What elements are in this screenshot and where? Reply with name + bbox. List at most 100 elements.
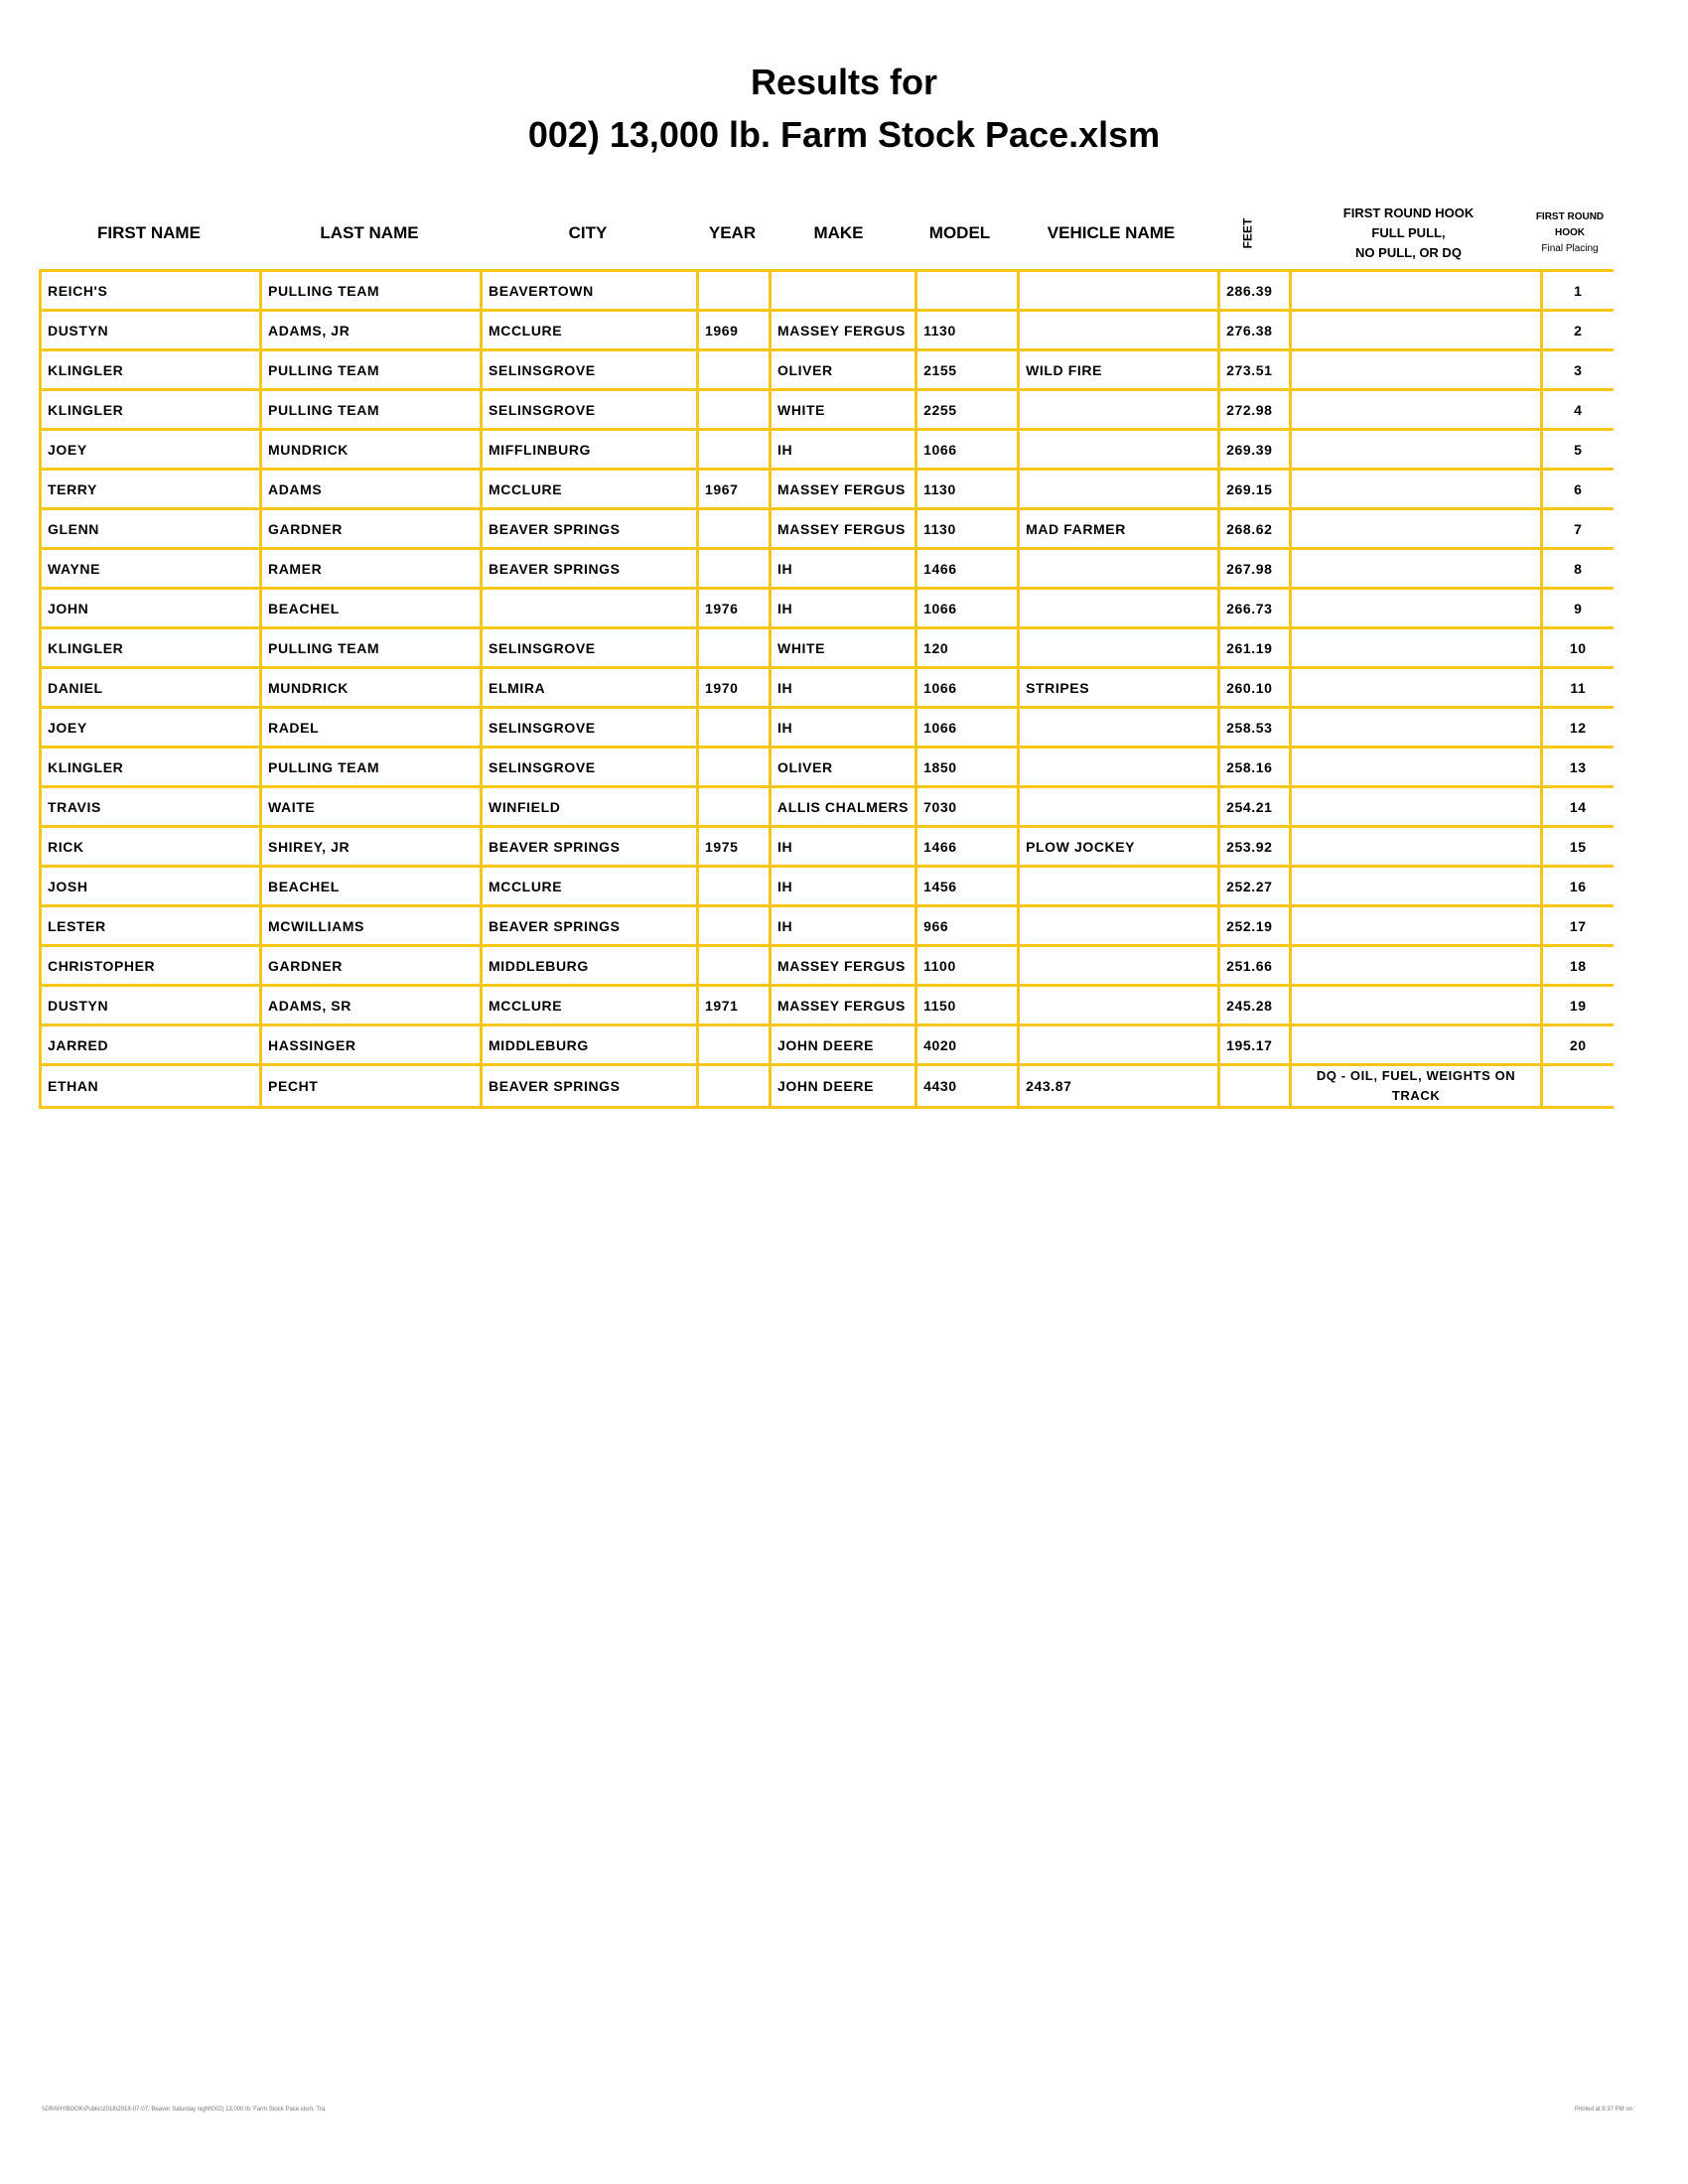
cell-feet: 252.19 (1217, 904, 1293, 947)
table-row: TERRY ADAMS MCCLURE 1967 MASSEY FERGUS 1130 26… (39, 468, 1614, 510)
cell-feet: 258.16 (1217, 746, 1293, 788)
cell-last-name: SHIREY, JR (259, 825, 483, 868)
cell-vehicle-name (1017, 1024, 1221, 1066)
cell-first-name: LESTER (39, 904, 262, 947)
table-row: GLENN GARDNER BEAVER SPRINGS MASSEY FERGUS 1… (39, 507, 1614, 550)
cell-vehicle-name: PLOW JOCKEY (1017, 825, 1221, 868)
cell-hook-result (1289, 1024, 1544, 1066)
cell-city: WINFIELD (480, 785, 699, 828)
cell-model: 2155 (914, 348, 1021, 391)
cell-vehicle-name (1017, 865, 1221, 907)
cell-year (696, 785, 772, 828)
cell-last-name: HASSINGER (259, 1024, 483, 1066)
cell-feet: 269.39 (1217, 428, 1293, 471)
table-row: DUSTYN ADAMS, SR MCCLURE 1971 MASSEY FERGUS 1… (39, 984, 1614, 1026)
cell-placing: 1 (1540, 269, 1614, 312)
header-hook-line2: FULL PULL, (1371, 225, 1446, 240)
cell-make: IH (768, 825, 918, 868)
header-year: YEAR (708, 223, 757, 242)
cell-make: IH (768, 428, 918, 471)
header-feet-text: FEET (1239, 217, 1254, 249)
cell-placing: 13 (1540, 746, 1614, 788)
cell-first-name: KLINGLER (39, 626, 262, 669)
cell-first-name: TERRY (39, 468, 262, 510)
cell-make: MASSEY FERGUS (768, 507, 918, 550)
cell-year (696, 348, 772, 391)
cell-city: SELINSGROVE (480, 746, 699, 788)
cell-model: 1066 (914, 428, 1021, 471)
cell-last-name: PULLING TEAM (259, 269, 483, 312)
cell-city: BEAVER SPRINGS (480, 507, 699, 550)
header-placing-line3: Final Placing (1541, 243, 1599, 254)
cell-make: MASSEY FERGUS (768, 944, 918, 987)
cell-vehicle-name (1017, 626, 1221, 669)
table-row: KLINGLER PULLING TEAM SELINSGROVE WHITE 2255… (39, 388, 1614, 431)
cell-vehicle-name: 243.87 (1017, 1063, 1221, 1109)
cell-hook-result (1289, 468, 1544, 510)
cell-city: BEAVER SPRINGS (480, 547, 699, 590)
table-row: TRAVIS WAITE WINFIELD ALLIS CHALMERS 7030 254… (39, 785, 1614, 828)
cell-hook-result (1289, 746, 1544, 788)
header-make: MAKE (813, 223, 864, 242)
cell-placing: 4 (1540, 388, 1614, 431)
header-placing-line2: HOOK (1555, 227, 1585, 238)
page-title: Results for (750, 62, 938, 102)
table-row: CHRISTOPHER GARDNER MIDDLEBURG MASSEY FERGU… (39, 944, 1614, 987)
header-hook-line3: NO PULL, OR DQ (1355, 245, 1462, 260)
cell-placing: 17 (1540, 904, 1614, 947)
cell-placing: 10 (1540, 626, 1614, 669)
header-first-name: FIRST NAME (97, 223, 201, 242)
table-row: JOHN BEACHEL 1976 IH 1066 266.73 9 (39, 587, 1614, 629)
cell-first-name: WAYNE (39, 547, 262, 590)
cell-model: 1100 (914, 944, 1021, 987)
header-feet: FEET (1211, 204, 1283, 263)
file-title: 002) 13,000 lb. Farm Stock Pace.xlsm (527, 114, 1161, 155)
cell-placing: 6 (1540, 468, 1614, 510)
cell-model: 1130 (914, 309, 1021, 351)
cell-feet: 254.21 (1217, 785, 1293, 828)
cell-first-name: JOEY (39, 706, 262, 749)
table-row: JOEY RADEL SELINSGROVE IH 1066 258.53 12 (39, 706, 1614, 749)
cell-placing: 12 (1540, 706, 1614, 749)
cell-model: 1066 (914, 587, 1021, 629)
footer-file-path: \\DRAHYBOOK\Public\2018\2018-07-07, Beav… (42, 2107, 326, 2113)
cell-hook-result (1289, 388, 1544, 431)
cell-hook-result (1289, 785, 1544, 828)
table-row: ETHAN PECHT BEAVER SPRINGS JOHN DEERE 4430 24… (39, 1063, 1614, 1109)
cell-first-name: KLINGLER (39, 348, 262, 391)
cell-feet: 253.92 (1217, 825, 1293, 868)
cell-year (696, 944, 772, 987)
cell-hook-result (1289, 865, 1544, 907)
cell-hook-result (1289, 309, 1544, 351)
cell-model: 1466 (914, 825, 1021, 868)
cell-hook-result: DQ - OIL, FUEL, WEIGHTS ON TRACK (1289, 1063, 1544, 1109)
cell-feet: 195.17 (1217, 1024, 1293, 1066)
table-row: JARRED HASSINGER MIDDLEBURG JOHN DEERE 4020 1… (39, 1024, 1614, 1066)
table-row: REICH'S PULLING TEAM BEAVERTOWN 286.39 1 (39, 269, 1614, 312)
cell-hook-result (1289, 825, 1544, 868)
cell-placing: 20 (1540, 1024, 1614, 1066)
table-row: KLINGLER PULLING TEAM SELINSGROVE WHITE 120 2… (39, 626, 1614, 669)
cell-year (696, 746, 772, 788)
cell-make: OLIVER (768, 746, 918, 788)
cell-first-name: RICK (39, 825, 262, 868)
cell-vehicle-name: MAD FARMER (1017, 507, 1221, 550)
cell-feet: 272.98 (1217, 388, 1293, 431)
cell-hook-result (1289, 626, 1544, 669)
cell-make: MASSEY FERGUS (768, 468, 918, 510)
cell-feet: 286.39 (1217, 269, 1293, 312)
table-row: RICK SHIREY, JR BEAVER SPRINGS 1975 IH 1466 PL… (39, 825, 1614, 868)
cell-year: 1967 (696, 468, 772, 510)
cell-first-name: ETHAN (39, 1063, 262, 1109)
cell-last-name: PULLING TEAM (259, 388, 483, 431)
cell-vehicle-name (1017, 785, 1221, 828)
header-vehicle-name: VEHICLE NAME (1047, 223, 1176, 242)
cell-first-name: JARRED (39, 1024, 262, 1066)
cell-year (696, 1024, 772, 1066)
header-model: MODEL (928, 223, 991, 242)
cell-city: MIDDLEBURG (480, 944, 699, 987)
cell-feet (1217, 1063, 1293, 1109)
header-first-round-hook: FIRST ROUND HOOK FULL PULL, NO PULL, OR … (1283, 204, 1534, 263)
cell-year (696, 1063, 772, 1109)
cell-last-name: PULLING TEAM (259, 626, 483, 669)
